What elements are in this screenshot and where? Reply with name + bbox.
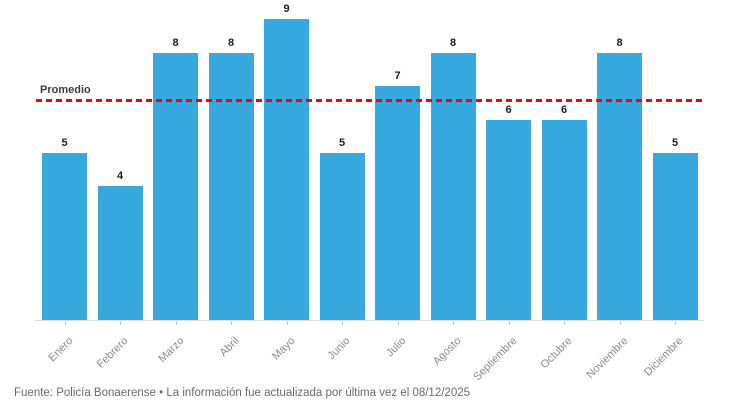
bar-value-noviembre: 8 — [616, 36, 623, 49]
x-axis-tick-noviembre — [619, 321, 621, 325]
average-line-label: Promedio — [40, 84, 91, 96]
x-axis-tick-agosto — [453, 321, 454, 325]
x-axis-tick-diciembre — [675, 321, 676, 325]
source-note: Fuente: Policía Bonaerense • La informac… — [14, 387, 471, 399]
x-axis-line — [35, 320, 704, 321]
bar-junio — [319, 153, 365, 320]
bar-value-abril: 8 — [227, 36, 235, 49]
bar-value-octubre: 6 — [560, 103, 568, 116]
bar-value-mayo: 9 — [283, 3, 290, 16]
x-axis-tick-junio — [342, 321, 343, 325]
bar-septiembre — [486, 119, 531, 320]
bar-enero — [42, 153, 87, 320]
bar-value-septiembre: 6 — [505, 103, 512, 116]
bar-febrero — [97, 186, 143, 320]
bar-value-junio: 5 — [338, 137, 346, 149]
x-axis-tick-febrero — [120, 321, 121, 325]
x-axis-tick-septiembre — [508, 321, 510, 325]
average-dashed-line — [36, 99, 703, 103]
bar-julio — [375, 86, 420, 320]
bar-value-julio: 7 — [394, 70, 401, 83]
bar-abril — [208, 52, 254, 320]
bar-diciembre — [652, 153, 698, 320]
bar-agosto — [430, 52, 476, 320]
x-axis-tick-enero — [64, 321, 66, 325]
x-axis-tick-abril — [231, 321, 232, 325]
x-axis-tick-julio — [397, 321, 399, 325]
bar-octubre — [541, 119, 587, 320]
bar-value-diciembre: 5 — [671, 137, 679, 149]
bar-marzo — [153, 52, 198, 320]
x-axis-tick-marzo — [175, 321, 177, 325]
bar-value-agosto: 8 — [449, 36, 457, 49]
bar-value-enero: 5 — [61, 137, 68, 149]
bar-mayo — [264, 19, 309, 320]
bar-value-febrero: 4 — [116, 170, 124, 183]
x-axis-tick-mayo — [286, 321, 288, 325]
x-axis-tick-octubre — [564, 321, 565, 325]
bar-noviembre — [597, 52, 642, 320]
bar-value-marzo: 8 — [172, 36, 179, 49]
